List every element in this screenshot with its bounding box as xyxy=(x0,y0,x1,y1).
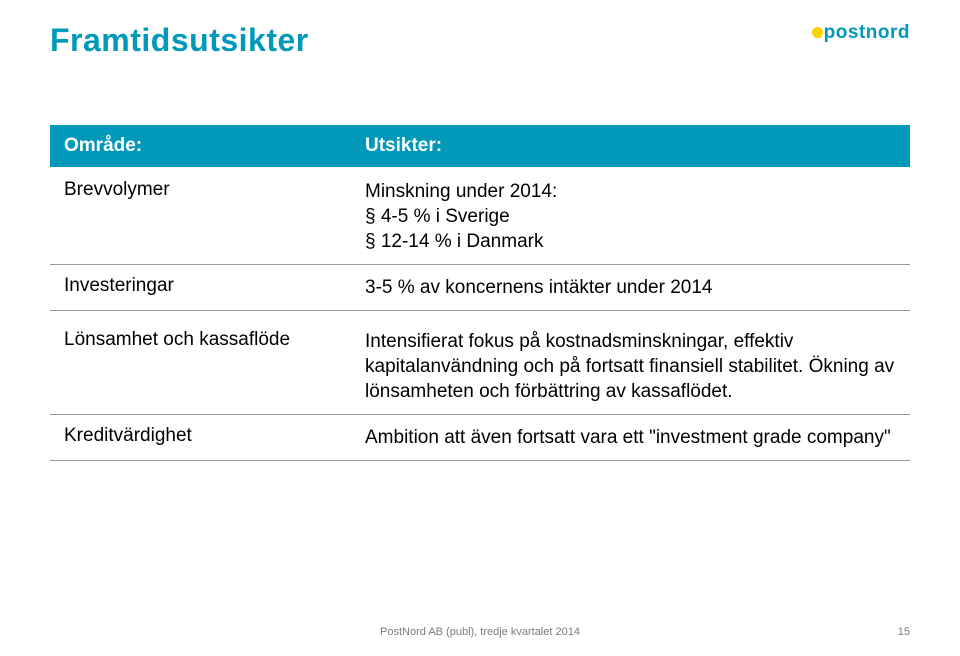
page-number: 15 xyxy=(898,626,910,638)
header: Framtidsutsikter postnord xyxy=(50,22,910,59)
page-title: Framtidsutsikter xyxy=(50,22,309,59)
cell-area: Lönsamhet och kassaflöde xyxy=(50,317,351,415)
cell-outlook: Ambition att även fortsatt vara ett "inv… xyxy=(351,415,910,461)
logo-text: postnord xyxy=(824,22,910,44)
cell-outlook: Minskning under 2014:§ 4-5 % i Sverige§ … xyxy=(351,167,910,265)
outlook-table: Område: Utsikter: Brevvolymer Minskning … xyxy=(50,125,910,461)
cell-outlook: Intensifierat fokus på kostnadsminskning… xyxy=(351,317,910,415)
cell-area: Brevvolymer xyxy=(50,167,351,265)
table-header-row: Område: Utsikter: xyxy=(50,125,910,167)
slide: Framtidsutsikter postnord Område: Utsikt… xyxy=(0,0,960,656)
logo-dot-icon xyxy=(812,27,823,38)
table-row: Brevvolymer Minskning under 2014:§ 4-5 %… xyxy=(50,167,910,265)
table-row: Investeringar 3-5 % av koncernens intäkt… xyxy=(50,265,910,311)
table-row: Kreditvärdighet Ambition att även fortsa… xyxy=(50,415,910,461)
cell-area: Investeringar xyxy=(50,265,351,311)
table-header-outlook: Utsikter: xyxy=(351,125,910,167)
logo: postnord xyxy=(812,22,910,44)
cell-outlook: 3-5 % av koncernens intäkter under 2014 xyxy=(351,265,910,311)
footer-text: PostNord AB (publ), tredje kvartalet 201… xyxy=(0,626,960,638)
cell-area: Kreditvärdighet xyxy=(50,415,351,461)
table-header-area: Område: xyxy=(50,125,351,167)
table-row: Lönsamhet och kassaflöde Intensifierat f… xyxy=(50,317,910,415)
